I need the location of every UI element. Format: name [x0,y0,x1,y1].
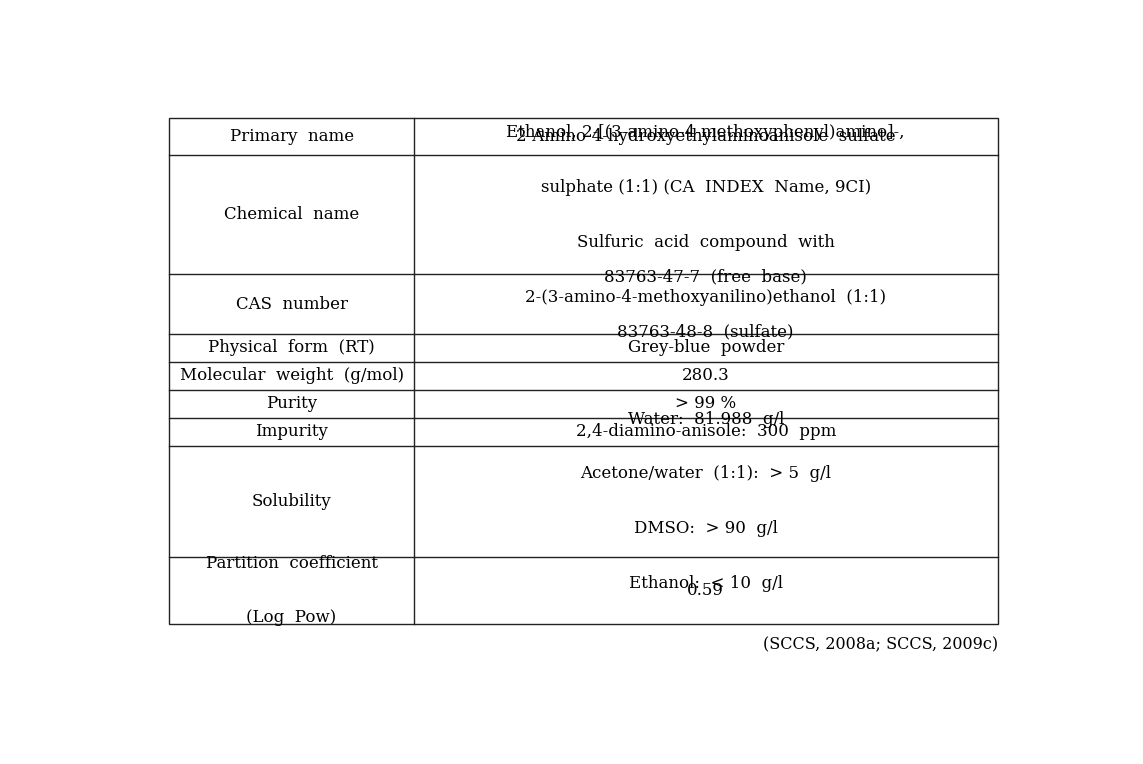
Text: Physical  form  (RT): Physical form (RT) [208,339,375,356]
Text: 0.59: 0.59 [687,582,725,599]
Text: 83763-47-7  (free  base)

83763-48-8  (sulfate): 83763-47-7 (free base) 83763-48-8 (sulfa… [605,268,807,340]
Text: Chemical  name: Chemical name [224,206,359,223]
Text: (SCCS, 2008a; SCCS, 2009c): (SCCS, 2008a; SCCS, 2009c) [762,636,998,653]
Text: Primary  name: Primary name [230,128,353,145]
Text: Water:  81.988  g/l

Acetone/water  (1:1):  > 5  g/l

DMSO:  > 90  g/l

Ethanol:: Water: 81.988 g/l Acetone/water (1:1): >… [581,410,831,592]
Bar [169,118,998,624]
Text: 2-Amino-4-hydroxyethylaminoanisole  sulfate: 2-Amino-4-hydroxyethylaminoanisole sulfa… [515,128,896,145]
Text: 2,4-diamino-anisole:  300  ppm: 2,4-diamino-anisole: 300 ppm [576,423,836,440]
Text: CAS  number: CAS number [235,296,347,312]
Text: 280.3: 280.3 [682,367,729,384]
Text: Solubility: Solubility [251,493,331,510]
Text: Ethanol, 2-[(3-amino-4-methoxyphenyl)amino]-,

sulphate (1:1) (CA  INDEX  Name, : Ethanol, 2-[(3-amino-4-methoxyphenyl)ami… [506,125,905,306]
Text: Molecular  weight  (g/mol): Molecular weight (g/mol) [179,367,403,384]
Text: Purity: Purity [266,395,317,412]
Text: Grey-blue  powder: Grey-blue powder [628,339,784,356]
Text: > 99 %: > 99 % [676,395,736,412]
Text: Impurity: Impurity [255,423,328,440]
Text: Partition  coefficient

(Log  Pow): Partition coefficient (Log Pow) [206,555,377,626]
